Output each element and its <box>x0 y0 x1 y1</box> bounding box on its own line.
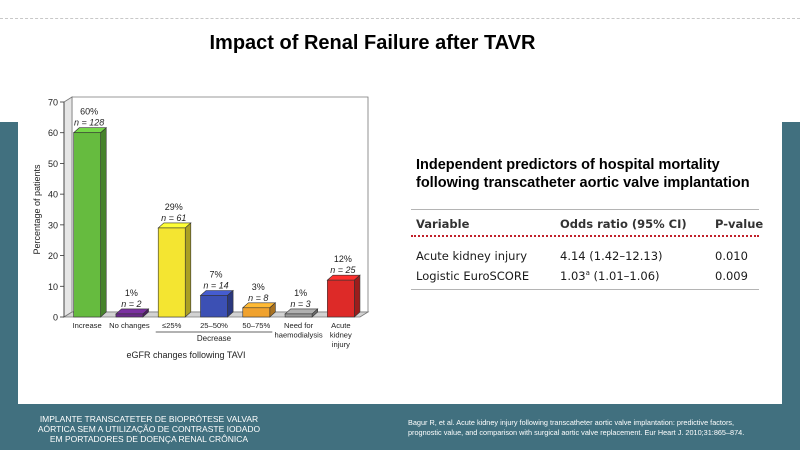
bar <box>115 313 144 318</box>
odds-value: 1.03 <box>560 269 586 283</box>
bar-percent-label: 1% <box>125 288 138 298</box>
x-category-label: kidney <box>330 331 352 340</box>
bar <box>327 279 355 318</box>
footer-citation-line-2: prognostic value, and comparison with su… <box>408 428 745 437</box>
y-tick-label: 30 <box>48 220 58 230</box>
x-category-label: injury <box>332 340 350 349</box>
table-title: Independent predictors of hospital morta… <box>416 156 776 192</box>
row-variable: Acute kidney injury <box>416 249 527 263</box>
footnote-marker: a <box>585 269 590 278</box>
y-tick-label: 40 <box>48 190 58 200</box>
bar-n-label: n = 3 <box>290 299 310 309</box>
chart-side-wall <box>63 96 73 318</box>
predictors-table: Variable Odds ratio (95% CI) P-value Acu… <box>411 209 763 290</box>
footer-citation: Bagur R, et al. Acute kidney injury foll… <box>408 418 788 438</box>
x-category-label: 50–75% <box>242 321 270 330</box>
x-category-label: ≤25% <box>162 321 182 330</box>
x-category-label: Acute <box>331 321 350 330</box>
x-category-label: 25–50% <box>200 321 228 330</box>
row-odds-ratio: 4.14 (1.42–12.13) <box>560 249 663 263</box>
bar-n-label: n = 61 <box>161 213 186 223</box>
header-odds-ratio: Odds ratio (95% CI) <box>560 217 687 231</box>
footer-left-line-2: AÓRTICA SEM A UTILIZAÇÃO DE CONTRASTE IO… <box>37 424 261 434</box>
x-category-label: Increase <box>73 321 102 330</box>
footer-study-title: IMPLANTE TRANSCATETER DE BIOPRÓTESE VALV… <box>18 414 280 444</box>
odds-ci: (1.01–1.06) <box>589 269 660 283</box>
bar-percent-label: 3% <box>252 282 265 292</box>
bar-side <box>184 222 192 318</box>
decrease-group-label: Decrease <box>197 334 232 343</box>
footer-citation-line-1: Bagur R, et al. Acute kidney injury foll… <box>408 418 735 427</box>
row-odds-ratio: 1.03a (1.01–1.06) <box>560 269 660 283</box>
y-tick-label: 10 <box>48 282 58 292</box>
bar-side <box>100 127 107 318</box>
footer-band <box>0 404 800 450</box>
bar-n-label: n = 14 <box>203 281 228 291</box>
y-tick-label: 70 <box>48 98 58 108</box>
bar-percent-label: 12% <box>334 254 352 264</box>
table-title-line-2: following transcatheter aortic valve imp… <box>416 175 750 191</box>
bar-n-label: n = 128 <box>74 118 104 128</box>
bar <box>242 307 271 318</box>
row-p-value: 0.009 <box>715 269 748 283</box>
bar-side <box>354 274 361 318</box>
bar-percent-label: 1% <box>294 288 307 298</box>
bar <box>73 132 101 318</box>
bar <box>200 295 228 318</box>
x-category-label: haemodialysis <box>275 331 323 340</box>
header-variable: Variable <box>416 217 470 231</box>
right-accent-band <box>782 122 800 450</box>
header-p-value: P-value <box>715 217 764 231</box>
table-row: Acute kidney injury 4.14 (1.42–12.13) 0.… <box>411 245 759 265</box>
table-title-line-1: Independent predictors of hospital morta… <box>416 157 720 173</box>
bar <box>157 227 186 318</box>
bar-percent-label: 60% <box>80 107 98 117</box>
bar-percent-label: 29% <box>165 202 183 212</box>
y-tick-label: 50 <box>48 159 58 169</box>
top-divider <box>0 18 800 19</box>
x-category-label: No changes <box>109 321 150 330</box>
table-row: Logistic EuroSCORE 1.03a (1.01–1.06) 0.0… <box>411 265 759 289</box>
footer-left-line-1: IMPLANTE TRANSCATETER DE BIOPRÓTESE VALV… <box>39 414 259 424</box>
bar-chart: 0 10 20 30 40 50 60 70 Percentage of patients 60%… <box>32 96 370 360</box>
bar <box>284 313 313 318</box>
bar-side <box>227 289 234 318</box>
y-tick-label: 20 <box>48 251 58 261</box>
y-tick-label: 60 <box>48 128 58 138</box>
row-variable: Logistic EuroSCORE <box>416 269 530 283</box>
bar-n-label: n = 8 <box>248 293 268 303</box>
table-header-row: Variable Odds ratio (95% CI) P-value <box>411 210 763 237</box>
slide-title: Impact of Renal Failure after TAVR <box>209 32 536 54</box>
bar-n-label: n = 25 <box>330 265 356 275</box>
y-tick-label: 0 <box>53 313 58 323</box>
left-accent-band <box>0 122 18 450</box>
bar-chart-figure: 0 10 20 30 40 50 60 70 Percentage of patients 60%… <box>28 90 372 380</box>
bar-n-label: n = 2 <box>121 299 141 309</box>
footer-left-line-3: EM PORTADORES DE DOENÇA RENAL CRÔNICA <box>49 434 249 444</box>
row-p-value: 0.010 <box>715 249 748 263</box>
y-axis-title: Percentage of patients <box>32 164 42 255</box>
bar-percent-label: 7% <box>209 270 222 280</box>
x-category-label: Need for <box>284 321 314 330</box>
x-axis-title: eGFR changes following TAVI <box>126 350 245 360</box>
